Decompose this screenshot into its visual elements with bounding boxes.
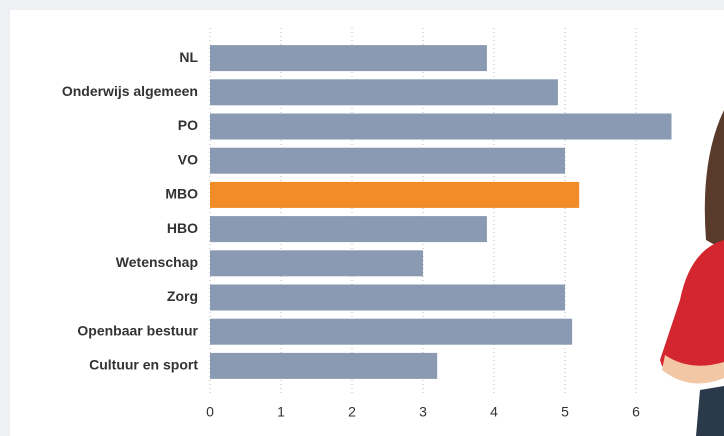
bar xyxy=(210,352,438,379)
bar xyxy=(210,113,672,140)
y-tick-label: Onderwijs algemeen xyxy=(62,83,198,99)
bar xyxy=(210,45,487,72)
y-tick-label: Wetenschap xyxy=(116,254,198,270)
x-tick-label: 6 xyxy=(632,404,640,420)
x-tick-label: 4 xyxy=(490,404,498,420)
bar xyxy=(210,284,565,311)
y-tick-label: HBO xyxy=(167,220,198,236)
bar xyxy=(210,318,573,345)
illustration xyxy=(660,110,724,436)
y-tick-label: MBO xyxy=(165,186,198,202)
x-tick-label: 3 xyxy=(419,404,427,420)
x-tick-label: 5 xyxy=(561,404,569,420)
y-tick-label: Cultuur en sport xyxy=(89,357,198,373)
hair xyxy=(704,110,724,250)
y-tick-label: NL xyxy=(179,49,198,65)
x-tick-label: 2 xyxy=(348,404,356,420)
bar xyxy=(210,147,565,174)
bar xyxy=(210,181,580,208)
shirt xyxy=(660,240,724,379)
y-tick-label: VO xyxy=(178,151,198,167)
bar xyxy=(210,79,558,106)
x-tick-label: 0 xyxy=(206,404,214,420)
pants xyxy=(696,386,724,436)
y-tick-label: PO xyxy=(178,117,198,133)
arm xyxy=(662,355,724,384)
x-tick-label: 1 xyxy=(277,404,285,420)
bar xyxy=(210,216,487,243)
plot: 0 1 2 3 4 5 6 NL Onderwijs algemeen PO VO MBO HBO Wet… xyxy=(62,28,672,420)
y-tick-label: Openbaar bestuur xyxy=(77,322,198,338)
bar xyxy=(210,250,423,277)
y-tick-label: Zorg xyxy=(167,288,198,304)
